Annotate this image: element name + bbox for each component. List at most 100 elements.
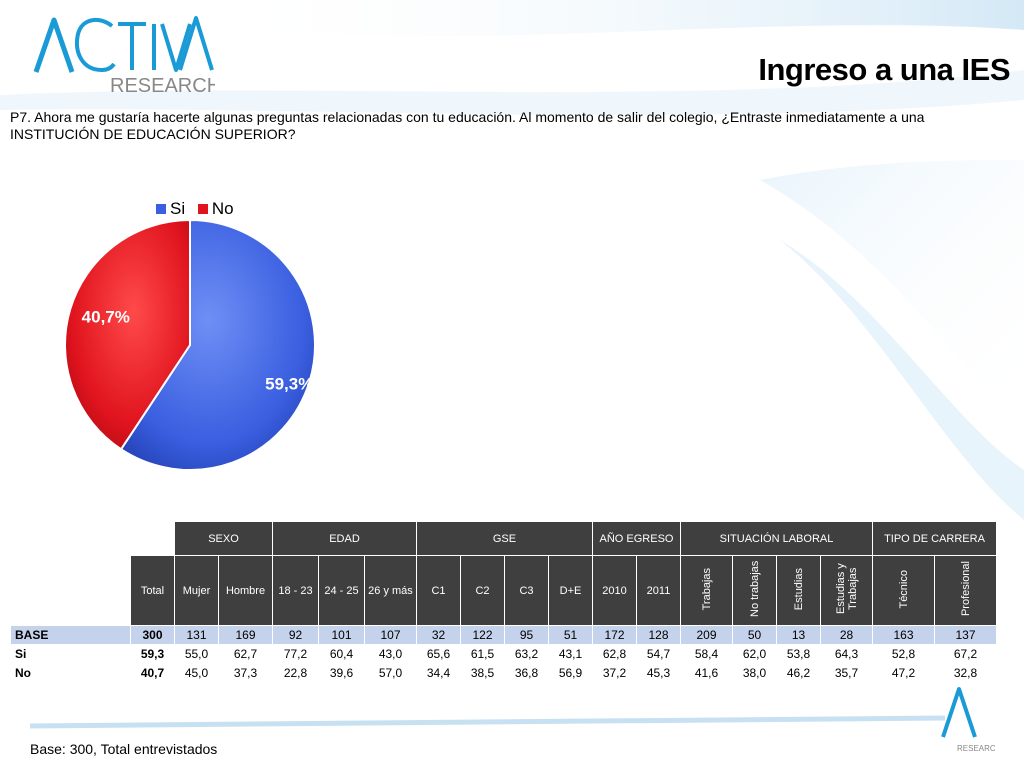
group-gse: GSE	[416, 521, 593, 556]
col-18-23: 18 - 23	[272, 555, 319, 626]
cell-si-4: 60,4	[318, 644, 365, 664]
col-no-trabajas: No trabajas	[732, 555, 777, 626]
footer-divider	[29, 715, 946, 729]
cell-si-13: 62,0	[732, 644, 777, 664]
pie-label-si: 59,3%	[265, 374, 313, 393]
col-total: Total	[130, 555, 175, 626]
table-row-si: Si 59,3 55,0 62,7 77,2 60,4 43,0 65,6 61,5 63,2 43…	[10, 644, 997, 664]
col-c3: C3	[504, 555, 549, 626]
cell-si-6: 65,6	[416, 644, 461, 664]
pie-label-no: 40,7%	[82, 308, 130, 327]
footer-logo-text: RESEARCH	[957, 744, 995, 753]
cell-no-14: 46,2	[776, 663, 821, 683]
activa-research-logo: RESEARCH	[33, 16, 215, 97]
cell-base-5: 107	[364, 625, 417, 645]
group-edad: EDAD	[272, 521, 417, 556]
cell-no-2: 37,3	[218, 663, 273, 683]
col-estudias-trabajas: Estudias y Trabajas	[820, 555, 873, 626]
col-profesional-label: Profesional	[959, 561, 972, 617]
cell-base-14: 13	[776, 625, 821, 645]
cell-si-16: 52,8	[872, 644, 935, 664]
pie-slice-no	[64, 218, 191, 451]
cell-no-15: 35,7	[820, 663, 873, 683]
cell-no-3: 22,8	[272, 663, 319, 683]
cell-base-13: 50	[732, 625, 777, 645]
cell-no-8: 36,8	[504, 663, 549, 683]
pie-chart: 59,3% 40,7%	[64, 218, 316, 471]
group-anio-egreso: AÑO EGRESO	[592, 521, 681, 556]
cell-si-9: 43,1	[548, 644, 593, 664]
table-row-no: No 40,7 45,0 37,3 22,8 39,6 57,0 34,4 38,5 36,8 56…	[10, 663, 997, 683]
cell-si-8: 63,2	[504, 644, 549, 664]
cell-base-8: 95	[504, 625, 549, 645]
cell-base-11: 128	[636, 625, 681, 645]
legend-swatch-si	[156, 204, 166, 214]
footer-logo: RESEARCH	[941, 687, 995, 753]
cell-no-10: 37,2	[592, 663, 637, 683]
cell-base-9: 51	[548, 625, 593, 645]
col-tecnico: Técnico	[872, 555, 935, 626]
col-profesional: Profesional	[934, 555, 997, 626]
cell-si-1: 55,0	[174, 644, 219, 664]
footer-base-note: Base: 300, Total entrevistados	[30, 741, 218, 757]
cell-base-15: 28	[820, 625, 873, 645]
header-blank-2	[11, 556, 131, 626]
col-estudias: Estudias	[776, 555, 821, 626]
cell-no-0: 40,7	[130, 663, 175, 683]
legend-label-si: Si	[170, 199, 186, 218]
cell-no-16: 47,2	[872, 663, 935, 683]
cell-no-7: 38,5	[460, 663, 505, 683]
col-26-mas: 26 y más	[364, 555, 417, 626]
cell-base-0: 300	[130, 625, 175, 645]
col-tecnico-label: Técnico	[897, 569, 910, 609]
group-sexo: SEXO	[174, 521, 273, 556]
legend-item-no: No	[197, 199, 234, 219]
legend-label-no: No	[211, 199, 234, 218]
row-label-si: Si	[10, 644, 131, 664]
cell-no-13: 38,0	[732, 663, 777, 683]
legend-item-si: Si	[156, 199, 185, 219]
chart-legend: Si No	[156, 199, 242, 219]
table-row-base: BASE 300 131 169 92 101 107 32 122 95 51 172 128 209 5…	[10, 625, 997, 645]
crosstab-table: SEXO EDAD GSE AÑO EGRESO SITUACIÓN LABOR…	[10, 521, 997, 683]
col-de: D+E	[548, 555, 593, 626]
col-trabajas-label: Trabajas	[700, 567, 713, 611]
cell-base-10: 172	[592, 625, 637, 645]
col-mujer: Mujer	[174, 555, 219, 626]
cell-base-12: 209	[680, 625, 733, 645]
col-24-25: 24 - 25	[318, 555, 365, 626]
cell-base-4: 101	[318, 625, 365, 645]
question-text: P7. Ahora me gustaría hacerte algunas pr…	[10, 109, 925, 142]
col-2010: 2010	[592, 555, 637, 626]
cell-si-5: 43,0	[364, 644, 417, 664]
row-label-base: BASE	[10, 625, 131, 645]
cell-si-0: 59,3	[130, 644, 175, 664]
col-no-trabajas-label: No trabajas	[748, 560, 761, 618]
col-trabajas: Trabajas	[680, 555, 733, 626]
header-blank	[11, 522, 175, 556]
group-situacion-laboral: SITUACIÓN LABORAL	[680, 521, 873, 556]
cell-base-3: 92	[272, 625, 319, 645]
logo-sub-text: RESEARCH	[110, 75, 215, 97]
col-2011: 2011	[636, 555, 681, 626]
cell-si-12: 58,4	[680, 644, 733, 664]
cell-si-11: 54,7	[636, 644, 681, 664]
cell-base-16: 163	[872, 625, 935, 645]
cell-si-17: 67,2	[934, 644, 997, 664]
cell-no-12: 41,6	[680, 663, 733, 683]
cell-base-17: 137	[934, 625, 997, 645]
row-label-no: No	[10, 663, 131, 683]
col-estudias-trabajas-label: Estudias y Trabajas	[834, 563, 859, 615]
col-hombre: Hombre	[218, 555, 273, 626]
cell-si-14: 53,8	[776, 644, 821, 664]
pie-slice-si	[119, 218, 316, 471]
cell-si-10: 62,8	[592, 644, 637, 664]
cell-no-6: 34,4	[416, 663, 461, 683]
cell-no-1: 45,0	[174, 663, 219, 683]
group-tipo-carrera: TIPO DE CARRERA	[872, 521, 997, 556]
col-estudias-label: Estudias	[792, 567, 805, 611]
col-c2: C2	[460, 555, 505, 626]
cell-no-17: 32,8	[934, 663, 997, 683]
cell-no-9: 56,9	[548, 663, 593, 683]
